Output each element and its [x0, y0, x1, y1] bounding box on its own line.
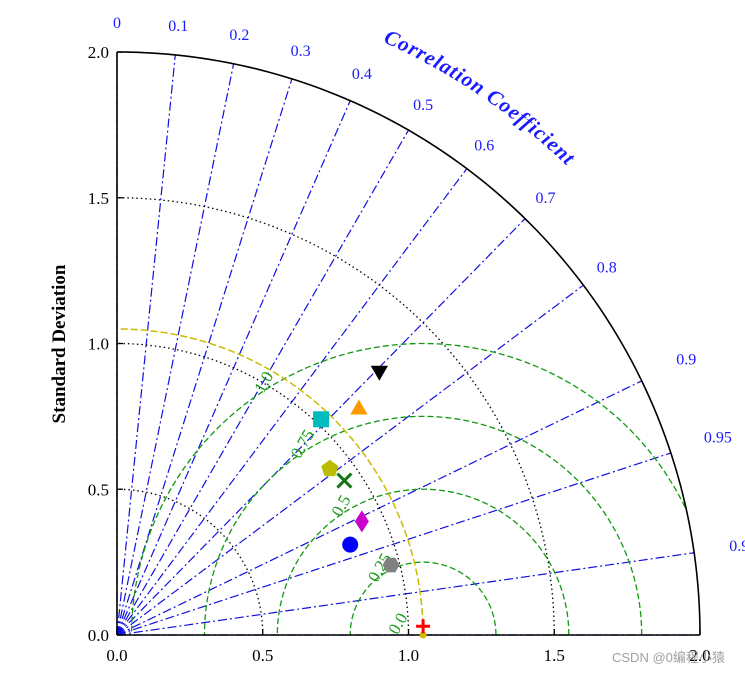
marker-pentagon — [321, 459, 339, 477]
reference-arc — [116, 328, 424, 636]
marker-triangle-up — [350, 399, 368, 415]
reference-point — [419, 631, 427, 639]
rms-label: 0.5 — [328, 492, 355, 520]
correlation-tick-label: 0.7 — [536, 190, 556, 207]
y-axis-label: Standard Deviation — [49, 264, 70, 423]
y-tick-label: 2.0 — [88, 43, 109, 62]
correlation-ray — [116, 129, 410, 636]
correlation-ray — [116, 452, 672, 636]
correlation-tick-label: 0 — [113, 15, 121, 32]
correlation-tick-label: 0.3 — [291, 43, 311, 60]
label-layer: 00.10.20.30.40.50.60.70.80.90.950.9910.0… — [88, 15, 745, 665]
marker-diamond — [354, 510, 369, 533]
y-tick-label: 1.0 — [88, 335, 109, 354]
correlation-tick-label: 0.8 — [597, 260, 617, 277]
correlation-tick-label: 0.95 — [704, 429, 732, 446]
outer-arc — [116, 51, 701, 636]
marker-plus — [416, 619, 431, 634]
marker-hexagon — [382, 557, 400, 573]
watermark: CSDN @0编程小猿 — [612, 650, 725, 665]
point-layer — [313, 365, 431, 639]
rms-circle — [276, 488, 570, 636]
y-tick-label: 1.5 — [88, 189, 109, 208]
rms-label: 0.75 — [287, 426, 318, 461]
x-tick-label: 0.5 — [252, 646, 273, 665]
marker-x — [336, 472, 353, 489]
correlation-tick-label: 0.2 — [229, 27, 249, 44]
correlation-tick-label: 0.99 — [729, 538, 745, 555]
correlation-tick-label: 0.4 — [352, 66, 372, 83]
marker-circle — [342, 536, 359, 553]
x-tick-label: 2.0 — [689, 646, 710, 665]
x-tick-label: 0.0 — [106, 646, 127, 665]
correlation-ray — [116, 63, 235, 636]
correlation-tick-label: 0.9 — [676, 351, 696, 368]
correlation-tick-label: 0.1 — [168, 18, 188, 35]
axis-layer — [116, 51, 701, 636]
rms-circle — [349, 561, 497, 636]
rms-circle — [130, 342, 686, 636]
y-tick-label: 0.0 — [88, 626, 109, 645]
correlation-tick-label: 0.6 — [474, 137, 494, 154]
x-tick-label: 1.5 — [544, 646, 565, 665]
rms-label: 0.0 — [384, 610, 411, 638]
y-tick-label: 0.5 — [88, 480, 109, 499]
grid-layer — [116, 52, 700, 636]
x-tick-label: 1.0 — [398, 646, 419, 665]
sd-circle — [116, 197, 555, 636]
rms-circle — [203, 415, 643, 636]
marker-square — [313, 411, 330, 428]
marker-triangle-down — [370, 365, 388, 381]
correlation-ray — [116, 284, 584, 636]
correlation-tick-label: 0.5 — [413, 97, 433, 114]
